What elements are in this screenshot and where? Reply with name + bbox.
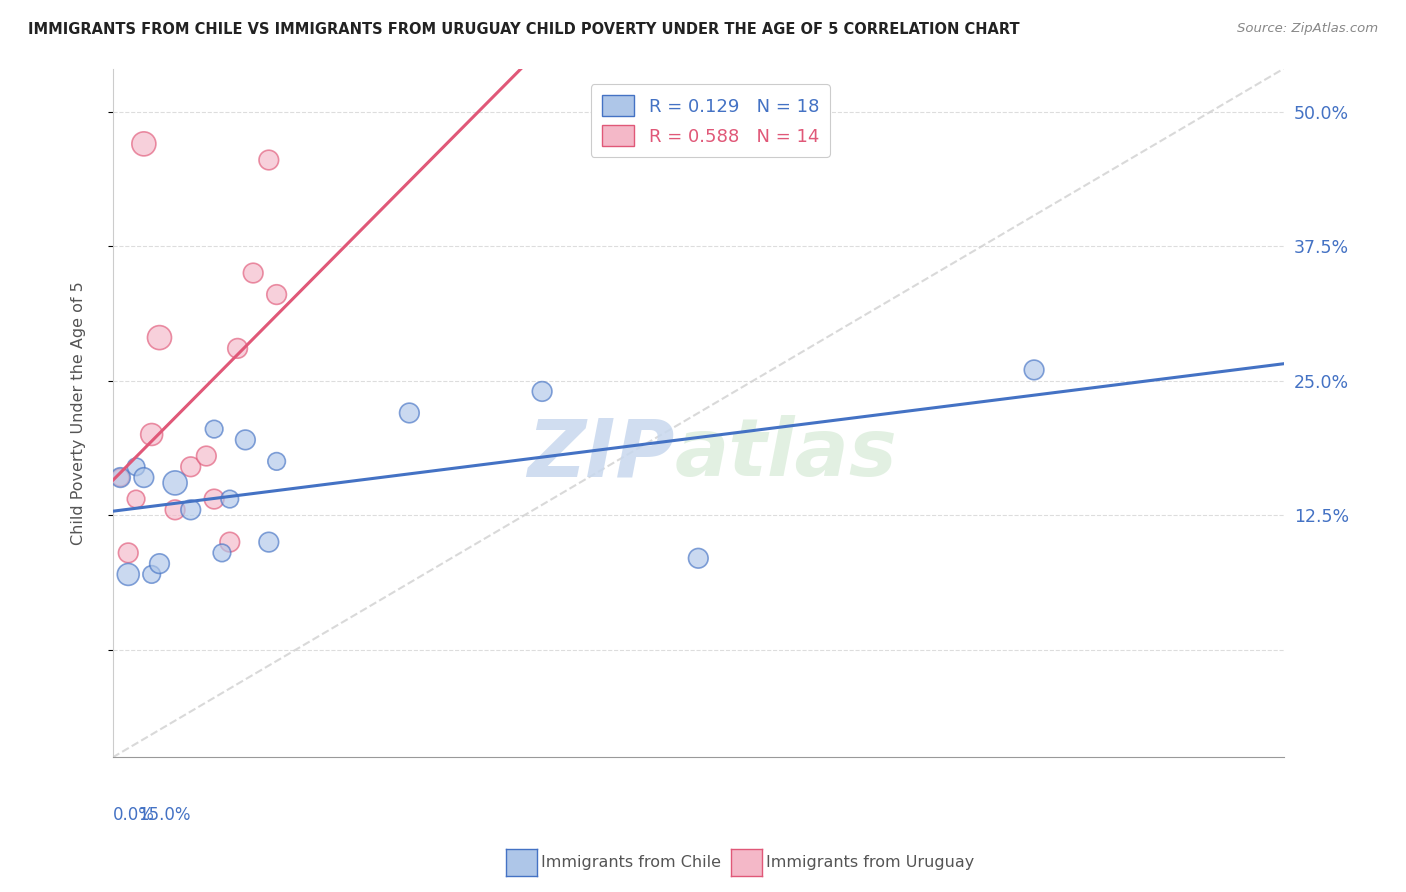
Point — [125, 491, 148, 506]
Point — [257, 535, 280, 549]
Point — [195, 449, 218, 463]
Point — [202, 422, 225, 436]
Text: atlas: atlas — [675, 416, 897, 493]
Point — [202, 491, 225, 506]
Point — [1022, 363, 1045, 377]
Point — [117, 546, 139, 560]
Point — [180, 459, 202, 474]
Point — [257, 153, 280, 167]
Text: Source: ZipAtlas.com: Source: ZipAtlas.com — [1237, 22, 1378, 36]
Point — [235, 433, 257, 447]
Point — [141, 427, 163, 442]
Point — [531, 384, 554, 399]
Point — [266, 287, 288, 301]
Point — [688, 551, 710, 566]
Point — [125, 459, 148, 474]
Point — [165, 475, 187, 490]
Text: 0.0%: 0.0% — [112, 805, 155, 823]
Text: Immigrants from Chile: Immigrants from Chile — [541, 855, 721, 870]
Legend: R = 0.129   N = 18, R = 0.588   N = 14: R = 0.129 N = 18, R = 0.588 N = 14 — [591, 85, 830, 157]
Point — [117, 567, 139, 582]
Point — [132, 136, 155, 151]
Text: ZIP: ZIP — [527, 416, 675, 493]
Point — [218, 491, 240, 506]
Text: IMMIGRANTS FROM CHILE VS IMMIGRANTS FROM URUGUAY CHILD POVERTY UNDER THE AGE OF : IMMIGRANTS FROM CHILE VS IMMIGRANTS FROM… — [28, 22, 1019, 37]
Y-axis label: Child Poverty Under the Age of 5: Child Poverty Under the Age of 5 — [72, 281, 86, 545]
Point — [132, 470, 155, 484]
Point — [218, 535, 240, 549]
Point — [148, 557, 170, 571]
Point — [211, 546, 233, 560]
Point — [242, 266, 264, 280]
Text: Immigrants from Uruguay: Immigrants from Uruguay — [766, 855, 974, 870]
Point — [141, 567, 163, 582]
Point — [226, 342, 249, 356]
Point — [165, 503, 187, 517]
Point — [110, 470, 132, 484]
Point — [266, 454, 288, 468]
Point — [398, 406, 420, 420]
Point — [180, 503, 202, 517]
Point — [148, 330, 170, 344]
Point — [110, 470, 132, 484]
Text: 15.0%: 15.0% — [138, 805, 191, 823]
